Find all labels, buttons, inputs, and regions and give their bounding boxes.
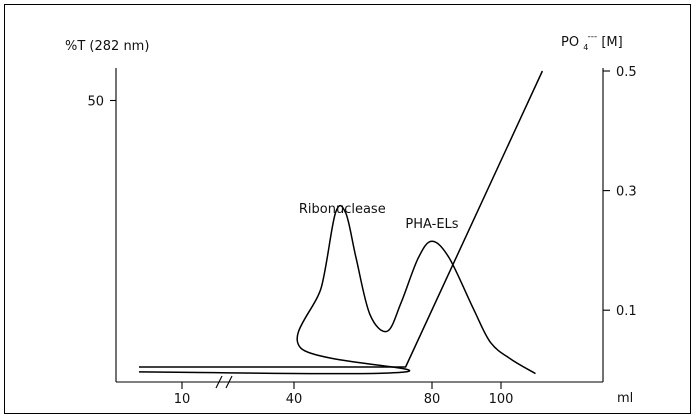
right-tick-label-0.5: 0.5 — [616, 65, 637, 80]
peak-label-2: PHA-ELs — [405, 217, 458, 232]
phosphate-gradient-line — [139, 70, 544, 368]
right-axis-label: PO 4 --- [M] — [561, 28, 623, 54]
right-axis-label-sup: --- — [587, 32, 597, 42]
x-tick-label-10: 10 — [174, 392, 191, 407]
x-tick-label-100: 100 — [489, 392, 514, 407]
right-axis-label-base: PO — [561, 35, 579, 50]
transmittance-elution-curve — [138, 204, 536, 375]
chart-frame — [4, 4, 691, 414]
x-axis-break-mark-1 — [215, 375, 223, 389]
x-axis-unit-label: ml — [617, 391, 633, 406]
peak-label-1: Ribonuclease — [299, 202, 386, 217]
right-tick-label-0.3: 0.3 — [616, 185, 637, 200]
left-tick-label-50: 50 — [87, 95, 104, 110]
right-axis-label-unit: [M] — [601, 35, 622, 50]
left-axis-label: %T (282 nm) — [65, 39, 149, 54]
x-tick-label-40: 40 — [286, 392, 303, 407]
x-axis-break-mark-2 — [225, 375, 233, 389]
x-tick-label-80: 80 — [424, 392, 441, 407]
right-tick-label-0.1: 0.1 — [616, 304, 637, 319]
right-axis-label-sub: 4 — [583, 43, 588, 52]
